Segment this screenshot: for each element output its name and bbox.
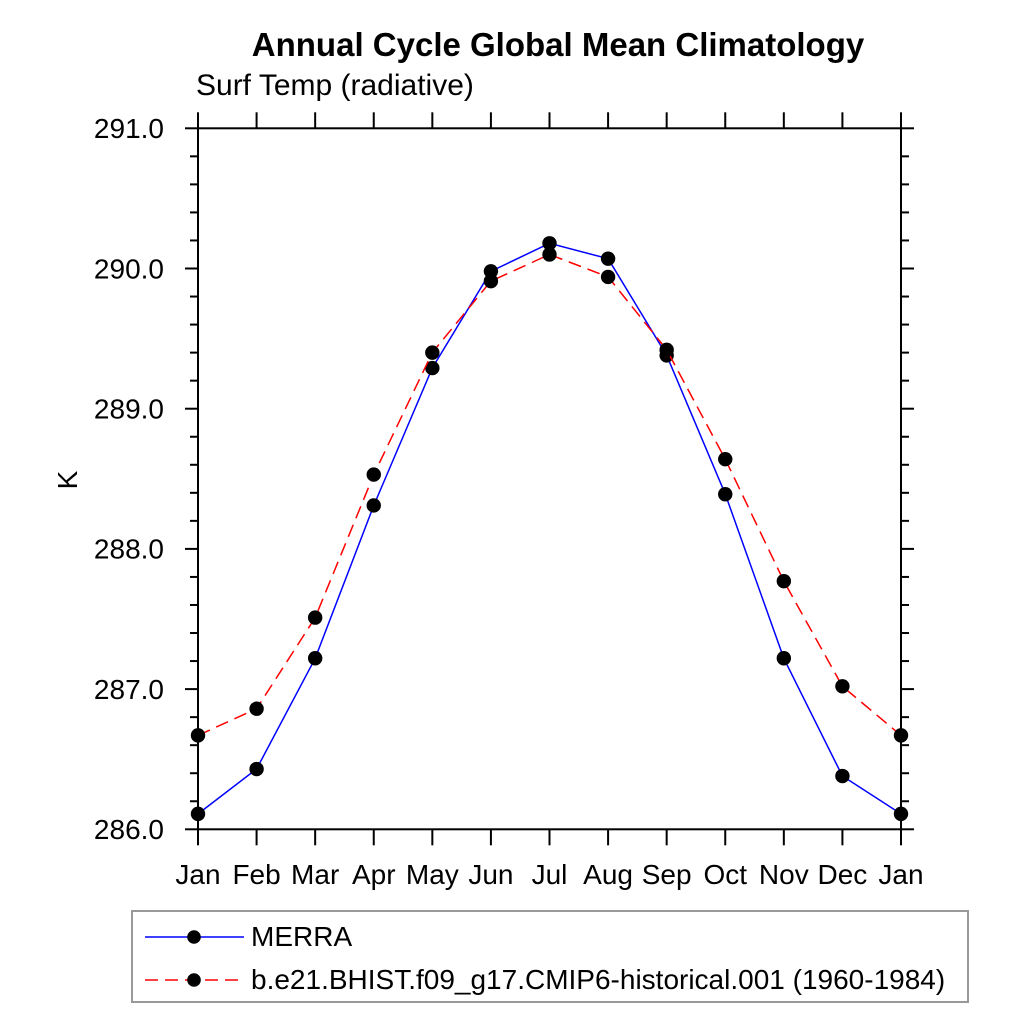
data-point-marker	[425, 345, 440, 360]
data-point-marker	[893, 728, 909, 743]
data-point-marker	[659, 342, 674, 358]
x-tick-label: Dec	[818, 859, 868, 890]
x-tick-label: Apr	[352, 859, 396, 890]
y-tick-label: 291.0	[94, 113, 164, 144]
y-tick-label: 286.0	[94, 814, 164, 845]
y-tick-label: 290.0	[94, 253, 164, 284]
merra-line	[197, 242, 902, 815]
data-point-marker	[190, 728, 206, 743]
legend-item-model: b.e21.BHIST.f09_g17.CMIP6-historical.001…	[144, 958, 967, 1001]
data-point-marker	[542, 247, 557, 262]
chart-title: Annual Cycle Global Mean Climatology	[251, 26, 865, 63]
axis-frame	[197, 127, 902, 831]
data-point-marker	[776, 573, 792, 589]
x-tick-label: Oct	[703, 859, 747, 890]
data-point-marker	[307, 610, 323, 625]
legend-label-model: b.e21.BHIST.f09_g17.CMIP6-historical.001…	[251, 963, 946, 995]
x-tick-label: Jan	[878, 859, 923, 890]
data-point-marker	[366, 467, 381, 482]
y-tick-label: 288.0	[94, 534, 164, 565]
x-tick-label: Jun	[468, 859, 513, 890]
data-point-marker	[190, 806, 206, 822]
data-point-marker	[718, 451, 733, 467]
data-point-marker	[249, 701, 264, 716]
data-point-marker	[600, 269, 616, 285]
data-point-marker	[542, 236, 557, 251]
x-tick-label: Feb	[232, 859, 280, 890]
x-tick-label: Mar	[291, 859, 339, 890]
legend-box: MERRA b.e21.BHIST.f09_g17.CMIP6-historic…	[131, 910, 969, 1003]
x-tick-label: Nov	[759, 859, 809, 890]
data-point-marker	[366, 498, 381, 513]
x-tick-label: Jan	[175, 859, 220, 890]
y-tick-label: 287.0	[94, 674, 164, 705]
data-point-marker	[835, 679, 850, 694]
x-tick-label: Jul	[532, 859, 568, 890]
legend-label-merra: MERRA	[251, 920, 353, 952]
chart-subtitle: Surf Temp (radiative)	[196, 69, 474, 102]
merra-line-sample	[145, 929, 244, 944]
model-line-sample	[145, 972, 244, 987]
model-line	[197, 253, 902, 737]
y-tick-label: 289.0	[94, 394, 164, 425]
data-point-marker	[483, 273, 499, 289]
x-tick-label: Aug	[583, 859, 633, 890]
data-point-marker	[600, 251, 616, 266]
data-point-marker	[893, 806, 909, 822]
x-tick-label: Sep	[642, 859, 692, 890]
data-point-marker	[425, 360, 440, 376]
data-point-marker	[307, 651, 323, 666]
data-point-marker	[249, 761, 264, 777]
data-point-marker	[776, 651, 792, 666]
legend-item-merra: MERRA	[144, 915, 967, 958]
data-point-marker	[718, 487, 733, 502]
x-tick-label: May	[406, 859, 459, 890]
data-point-marker	[835, 768, 850, 784]
